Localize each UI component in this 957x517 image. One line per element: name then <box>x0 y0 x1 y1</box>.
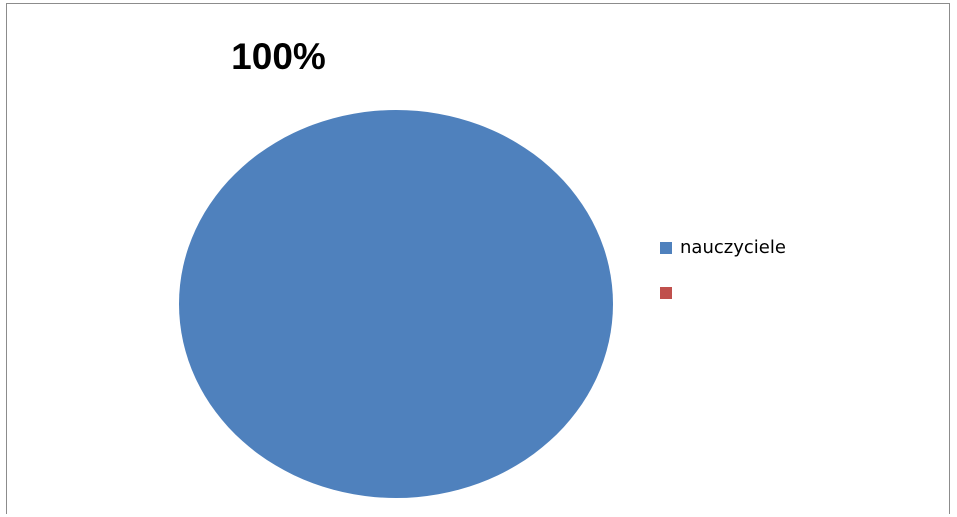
legend-label: nauczyciele <box>680 237 786 258</box>
pie-slice <box>179 110 613 498</box>
pie-slices <box>179 110 613 498</box>
legend: nauczyciele <box>660 235 786 325</box>
legend-swatch-icon <box>660 242 672 254</box>
legend-swatch-icon <box>660 287 672 299</box>
legend-item: nauczyciele <box>660 235 786 261</box>
chart-title: 100% <box>231 36 326 77</box>
legend-item <box>660 280 786 306</box>
